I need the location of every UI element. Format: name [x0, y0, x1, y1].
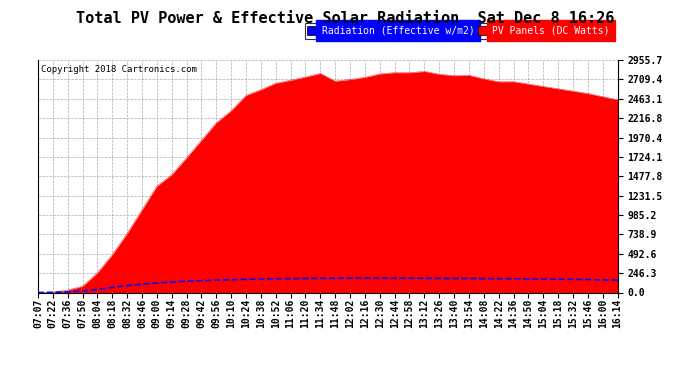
Legend: Radiation (Effective w/m2), PV Panels (DC Watts): Radiation (Effective w/m2), PV Panels (D… [304, 23, 613, 39]
Text: Total PV Power & Effective Solar Radiation  Sat Dec 8 16:26: Total PV Power & Effective Solar Radiati… [76, 11, 614, 26]
Text: Copyright 2018 Cartronics.com: Copyright 2018 Cartronics.com [41, 64, 197, 74]
